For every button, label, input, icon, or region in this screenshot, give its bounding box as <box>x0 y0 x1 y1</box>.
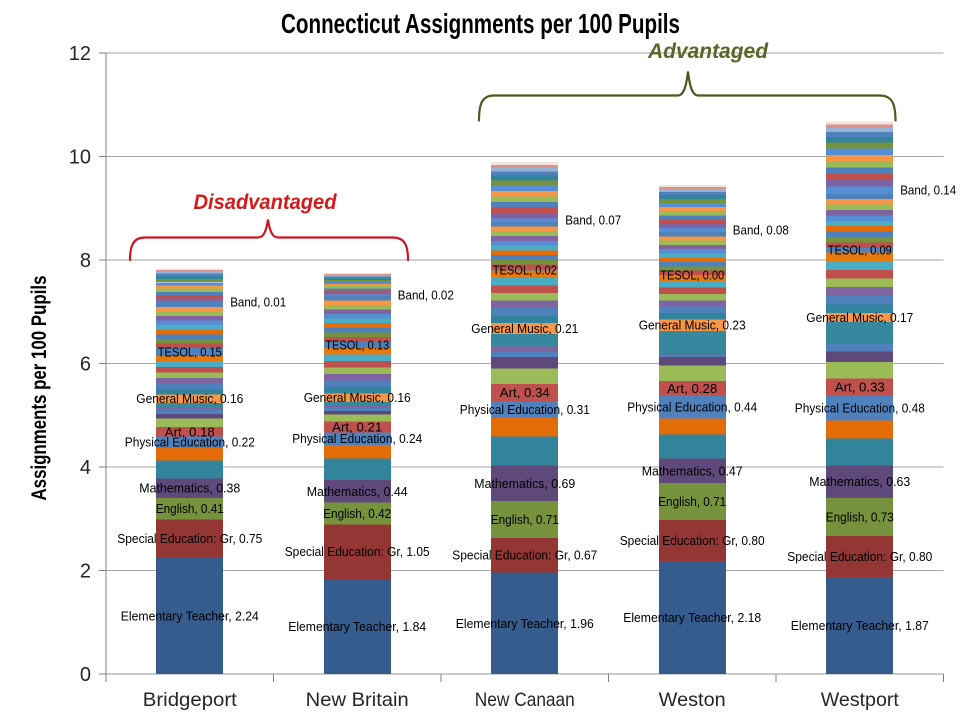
svg-text:Bridgeport: Bridgeport <box>143 689 238 711</box>
svg-text:Physical Education, 0.44: Physical Education, 0.44 <box>627 401 757 415</box>
svg-text:Special Education: Gr, 0.80: Special Education: Gr, 0.80 <box>620 534 765 548</box>
svg-text:12: 12 <box>69 43 91 65</box>
svg-text:4: 4 <box>80 457 91 479</box>
svg-text:TESOL, 0.02: TESOL, 0.02 <box>493 263 557 277</box>
svg-text:English, 0.71: English, 0.71 <box>491 513 559 527</box>
svg-text:Mathematics, 0.38: Mathematics, 0.38 <box>139 482 240 496</box>
svg-text:TESOL, 0.13: TESOL, 0.13 <box>325 338 389 352</box>
svg-text:General Music, 0.23: General Music, 0.23 <box>639 319 746 333</box>
svg-text:Advantaged: Advantaged <box>647 40 769 63</box>
svg-text:Physical Education, 0.48: Physical Education, 0.48 <box>795 402 925 416</box>
svg-text:2: 2 <box>80 561 91 583</box>
svg-text:Mathematics, 0.63: Mathematics, 0.63 <box>809 475 910 489</box>
svg-text:Art, 0.28: Art, 0.28 <box>667 382 717 396</box>
svg-text:English, 0.42: English, 0.42 <box>323 507 391 521</box>
svg-text:10: 10 <box>69 147 91 169</box>
svg-text:Band, 0.08: Band, 0.08 <box>733 224 789 238</box>
svg-text:Art, 0.34: Art, 0.34 <box>500 386 550 400</box>
svg-text:Band, 0.01: Band, 0.01 <box>230 295 286 309</box>
svg-text:Band, 0.02: Band, 0.02 <box>398 289 454 303</box>
svg-text:0: 0 <box>80 664 91 686</box>
svg-text:Mathematics, 0.47: Mathematics, 0.47 <box>642 464 743 478</box>
svg-text:Connecticut Assignments per 10: Connecticut Assignments per 100 Pupils <box>281 8 680 39</box>
svg-text:Mathematics, 0.69: Mathematics, 0.69 <box>474 477 575 491</box>
svg-text:Art, 0.18: Art, 0.18 <box>165 425 215 439</box>
svg-text:English, 0.71: English, 0.71 <box>658 495 726 509</box>
svg-text:Art, 0.33: Art, 0.33 <box>835 381 885 395</box>
svg-text:Special Education: Gr, 0.75: Special Education: Gr, 0.75 <box>117 532 262 546</box>
svg-text:Elementary Teacher, 2.18: Elementary Teacher, 2.18 <box>623 611 761 625</box>
svg-text:Physical Education, 0.24: Physical Education, 0.24 <box>292 432 422 446</box>
svg-text:Westport: Westport <box>821 689 900 711</box>
svg-text:Band, 0.07: Band, 0.07 <box>565 214 621 228</box>
svg-text:8: 8 <box>80 250 91 272</box>
svg-text:TESOL, 0.09: TESOL, 0.09 <box>828 244 892 258</box>
svg-text:Band, 0.14: Band, 0.14 <box>900 184 956 198</box>
svg-text:Art, 0.21: Art, 0.21 <box>332 420 382 434</box>
svg-text:English, 0.73: English, 0.73 <box>826 510 894 524</box>
svg-text:Special Education: Gr, 1.05: Special Education: Gr, 1.05 <box>285 545 430 559</box>
svg-text:Elementary Teacher, 2.24: Elementary Teacher, 2.24 <box>121 610 259 624</box>
svg-text:New Britain: New Britain <box>306 689 409 711</box>
svg-text:Elementary Teacher, 1.84: Elementary Teacher, 1.84 <box>288 620 426 634</box>
svg-text:General Music, 0.16: General Music, 0.16 <box>136 392 243 406</box>
svg-text:Physical Education, 0.31: Physical Education, 0.31 <box>460 403 590 417</box>
svg-text:Weston: Weston <box>659 689 726 711</box>
svg-text:General Music, 0.21: General Music, 0.21 <box>471 322 578 336</box>
svg-text:General Music, 0.16: General Music, 0.16 <box>304 391 411 405</box>
svg-text:Special Education: Gr, 0.67: Special Education: Gr, 0.67 <box>452 549 597 563</box>
svg-text:Disadvantaged: Disadvantaged <box>194 191 338 214</box>
svg-text:TESOL, 0.15: TESOL, 0.15 <box>158 346 222 360</box>
svg-text:TESOL, 0.00: TESOL, 0.00 <box>660 269 724 283</box>
svg-text:New Canaan: New Canaan <box>475 689 575 711</box>
svg-text:Elementary Teacher, 1.96: Elementary Teacher, 1.96 <box>456 617 594 631</box>
svg-text:Special Education: Gr, 0.80: Special Education: Gr, 0.80 <box>787 550 932 564</box>
svg-text:General Music, 0.17: General Music, 0.17 <box>806 311 913 325</box>
svg-text:6: 6 <box>80 354 91 376</box>
svg-text:Mathematics, 0.44: Mathematics, 0.44 <box>307 485 408 499</box>
svg-text:Physical Education, 0.22: Physical Education, 0.22 <box>125 436 255 450</box>
svg-text:Elementary Teacher, 1.87: Elementary Teacher, 1.87 <box>791 619 929 633</box>
svg-text:English, 0.41: English, 0.41 <box>156 502 224 516</box>
svg-text:Assignments per 100 Pupils: Assignments per 100 Pupils <box>28 276 51 501</box>
